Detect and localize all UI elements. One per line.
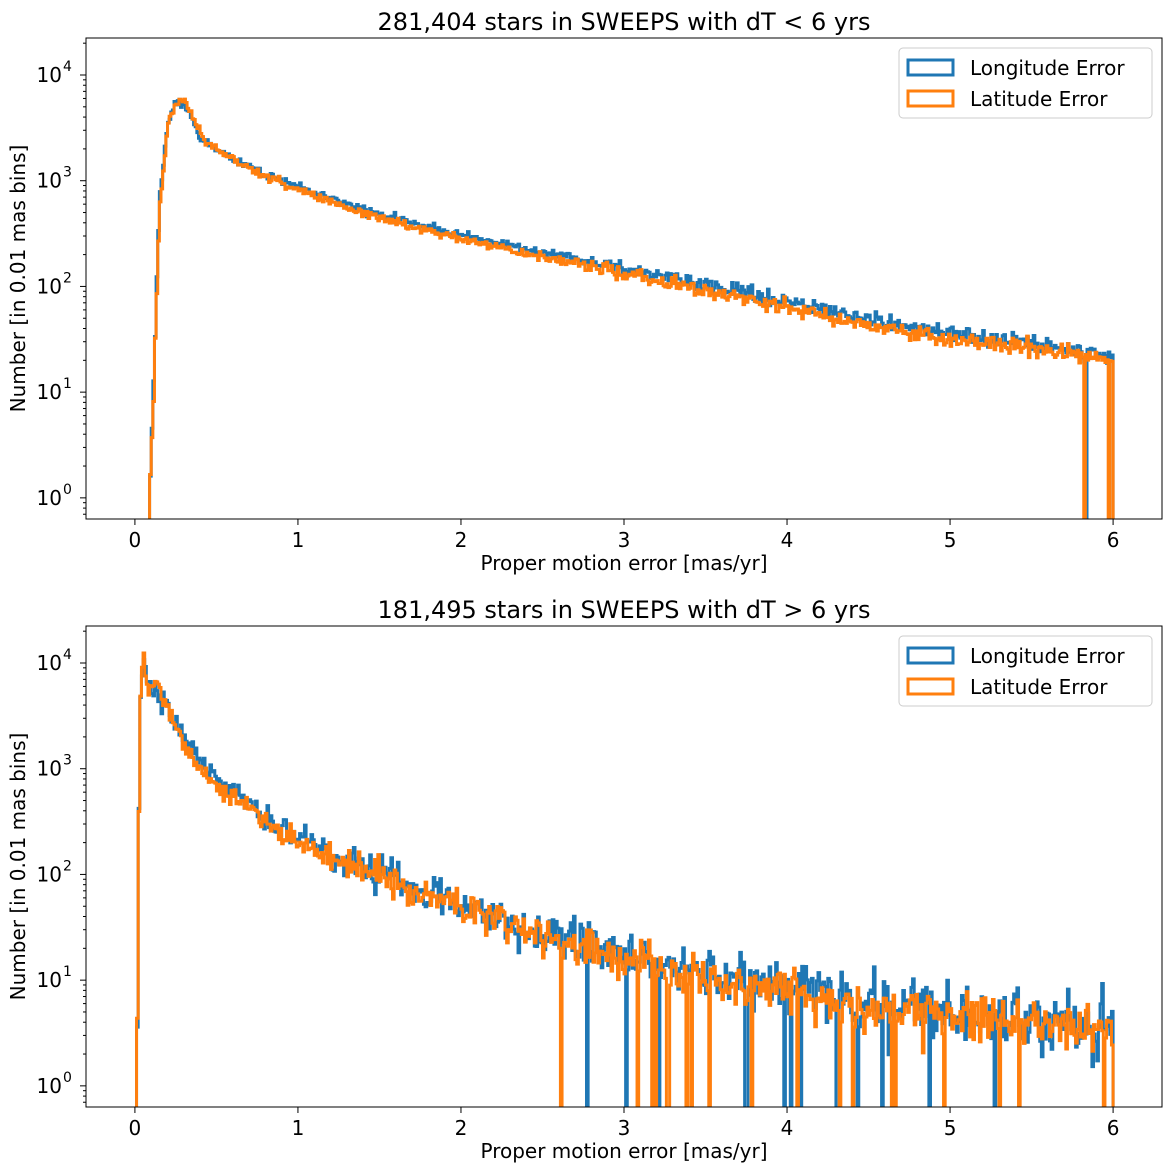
- plot-area: [148, 97, 1115, 519]
- y-tick-label: 10: [37, 968, 62, 992]
- legend-label-latitude-error: Latitude Error: [970, 87, 1108, 111]
- x-tick-label: 3: [618, 528, 631, 552]
- x-tick-label: 2: [455, 1116, 468, 1140]
- x-axis-label: Proper motion error [mas/yr]: [480, 1139, 767, 1163]
- x-tick-label: 0: [129, 1116, 142, 1140]
- y-tick-label: 10: [37, 169, 62, 193]
- x-tick-label: 3: [618, 1116, 631, 1140]
- x-tick-label: 0: [129, 528, 142, 552]
- y-tick-label: 10: [37, 1074, 62, 1098]
- y-tick-label-exponent: 3: [63, 753, 72, 769]
- legend: Longitude Error Latitude Error: [898, 47, 1153, 119]
- y-tick-label-exponent: 3: [63, 165, 72, 181]
- x-tick-label: 2: [455, 528, 468, 552]
- y-tick-label: 10: [37, 486, 62, 510]
- x-tick-label: 4: [781, 528, 794, 552]
- x-axis-label: Proper motion error [mas/yr]: [480, 551, 767, 575]
- legend-swatch-longitude-error: [906, 646, 955, 665]
- x-tick-label: 6: [1107, 1116, 1120, 1140]
- y-tick-label-exponent: 4: [63, 647, 72, 663]
- y-axis-label: Number [in 0.01 mas bins]: [6, 145, 30, 413]
- series-latitude-error: [135, 651, 1115, 1107]
- y-tick-label: 10: [37, 380, 62, 404]
- plot-area: [135, 651, 1115, 1107]
- x-tick-label: 1: [292, 528, 305, 552]
- legend-box: [898, 47, 1153, 119]
- chart-title: 181,495 stars in SWEEPS with dT > 6 yrs: [378, 596, 871, 624]
- chart-title: 281,404 stars in SWEEPS with dT < 6 yrs: [378, 8, 871, 36]
- legend-label-longitude-error: Longitude Error: [970, 644, 1125, 668]
- x-tick-label: 5: [944, 1116, 957, 1140]
- y-tick-label-exponent: 1: [63, 376, 72, 392]
- y-axis-label: Number [in 0.01 mas bins]: [6, 733, 30, 1001]
- series-latitude-error: [148, 97, 1115, 519]
- legend-swatch-latitude-error: [906, 677, 955, 696]
- y-tick-label: 10: [37, 274, 62, 298]
- y-tick-label-exponent: 1: [63, 964, 72, 980]
- y-tick-label: 10: [37, 651, 62, 675]
- legend-label-latitude-error: Latitude Error: [970, 675, 1108, 699]
- y-tick-label: 10: [37, 757, 62, 781]
- legend: Longitude Error Latitude Error: [898, 635, 1153, 707]
- legend-box: [898, 635, 1153, 707]
- legend-swatch-latitude-error: [906, 89, 955, 108]
- x-tick-label: 5: [944, 528, 957, 552]
- legend-swatch-longitude-error: [906, 58, 955, 77]
- y-tick-label: 10: [37, 862, 62, 886]
- y-tick-label-exponent: 2: [63, 270, 72, 286]
- legend-label-longitude-error: Longitude Error: [970, 56, 1125, 80]
- x-tick-label: 6: [1107, 528, 1120, 552]
- x-tick-label: 4: [781, 1116, 794, 1140]
- y-tick-label-exponent: 2: [63, 858, 72, 874]
- y-tick-label-exponent: 4: [63, 59, 72, 75]
- x-tick-label: 1: [292, 1116, 305, 1140]
- y-tick-label: 10: [37, 63, 62, 87]
- y-tick-label-exponent: 0: [63, 482, 72, 498]
- y-tick-label-exponent: 0: [63, 1070, 72, 1086]
